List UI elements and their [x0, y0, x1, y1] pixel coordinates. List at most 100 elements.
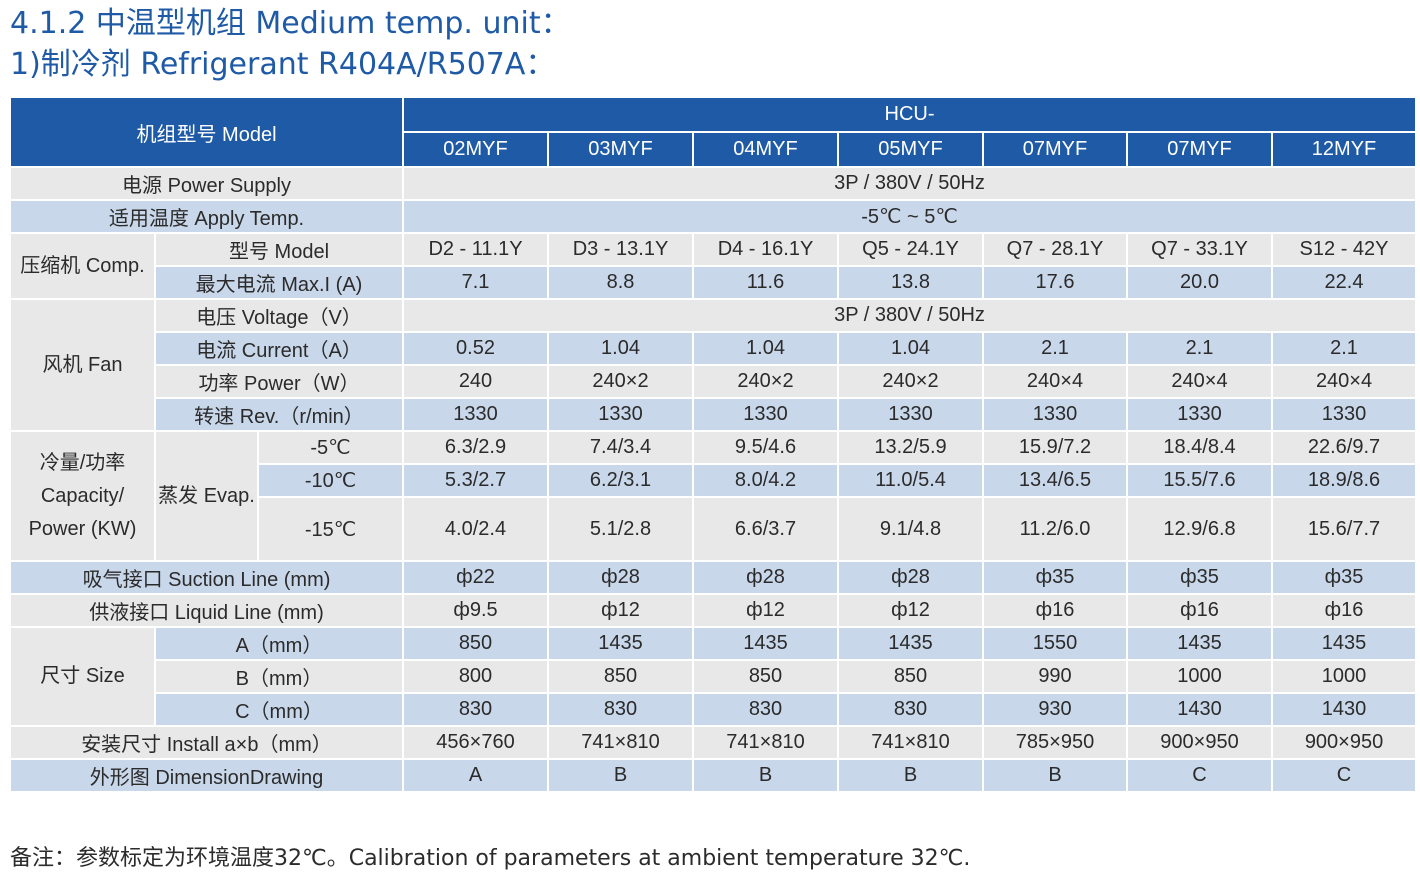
table-cell: 9.1/4.8 — [837, 496, 984, 562]
table-row: -10℃ 5.3/2.7 6.2/3.1 8.0/4.2 11.0/5.4 13… — [10, 463, 1418, 498]
table-cell: ф28 — [837, 560, 984, 595]
drawing-label: 外形图 DimensionDrawing — [9, 758, 404, 793]
table-cell: ф35 — [1126, 560, 1273, 595]
table-cell: 240×2 — [547, 364, 694, 399]
table-row: 供液接口 Liquid Line (mm) ф9.5 ф12 ф12 ф12 ф… — [9, 593, 1418, 628]
size-b-label: B（mm） — [154, 659, 404, 694]
table-row: 吸气接口 Suction Line (mm) ф22 ф28 ф28 ф28 ф… — [9, 560, 1418, 595]
table-row: 冷量/功率 Capacity/ Power (KW) 蒸发 Evap. -5℃ … — [9, 430, 1418, 562]
comp-label: 压缩机 Comp. — [9, 232, 156, 300]
size-a-label: A（mm） — [154, 626, 404, 661]
table-cell: 1435 — [547, 626, 694, 661]
section-title: 4.1.2 中温型机组 Medium temp. unit： — [10, 6, 571, 41]
table-cell: 240×4 — [982, 364, 1128, 399]
table-cell: 6.3/2.9 — [402, 430, 549, 465]
fan-voltage-value: 3P / 380V / 50Hz — [401, 298, 1418, 333]
table-cell: 1.04 — [692, 331, 839, 366]
table-cell: 850 — [837, 659, 984, 694]
table-cell: 12.9/6.8 — [1126, 496, 1273, 562]
table-cell: ф12 — [692, 593, 839, 628]
table-cell: 240 — [402, 364, 549, 399]
table-cell: 17.6 — [982, 265, 1128, 300]
table-cell: 1430 — [1270, 692, 1418, 727]
table-cell: C — [1126, 758, 1273, 793]
table-cell: 2.1 — [1270, 331, 1418, 366]
table-cell: 7.4/3.4 — [547, 430, 694, 465]
table-row: 电源 Power Supply 3P / 380V / 50Hz — [9, 166, 1418, 201]
power-supply-label: 电源 Power Supply — [9, 166, 404, 201]
table-cell: 22.4 — [1270, 265, 1418, 300]
table-cell: Q7 - 28.1Y — [982, 232, 1128, 267]
table-cell: 830 — [837, 692, 984, 727]
table-cell: ф16 — [1126, 593, 1273, 628]
table-cell: 741×810 — [692, 725, 839, 760]
table-cell: 240×2 — [837, 364, 984, 399]
table-cell: A — [402, 758, 549, 793]
table-cell: 6.2/3.1 — [547, 463, 694, 498]
table-cell: 15.5/7.6 — [1126, 463, 1273, 498]
table-cell: D4 - 16.1Y — [692, 232, 839, 267]
table-cell: 785×950 — [982, 725, 1128, 760]
model-name: 02MYF — [402, 131, 549, 168]
table-cell: 1435 — [837, 626, 984, 661]
table-cell: 900×950 — [1126, 725, 1273, 760]
table-cell: 1430 — [1126, 692, 1273, 727]
comp-model-label: 型号 Model — [154, 232, 404, 267]
table-cell: 1330 — [837, 397, 984, 432]
table-cell: B — [837, 758, 984, 793]
table-cell: ф35 — [1270, 560, 1418, 595]
table-cell: 11.6 — [692, 265, 839, 300]
table-row: 安装尺寸 Install a×b（mm） 456×760 741×810 741… — [9, 725, 1418, 760]
table-cell: 240×2 — [692, 364, 839, 399]
size-label: 尺寸 Size — [9, 626, 156, 727]
table-cell: 990 — [982, 659, 1128, 694]
table-cell: D2 - 11.1Y — [402, 232, 549, 267]
table-cell: C — [1270, 758, 1418, 793]
table-cell: 1330 — [692, 397, 839, 432]
table-cell: 7.1 — [402, 265, 549, 300]
header-row-prefix: 机组型号 Model HCU- — [9, 96, 1418, 168]
table-cell: 8.8 — [547, 265, 694, 300]
model-name: 07MYF — [1126, 131, 1273, 168]
evap-label: 蒸发 Evap. — [154, 430, 259, 562]
table-cell: 1330 — [402, 397, 549, 432]
footnote: 备注：参数标定为环境温度32℃。Calibration of parameter… — [10, 846, 971, 871]
table-cell: 900×950 — [1270, 725, 1418, 760]
table-cell: 0.52 — [402, 331, 549, 366]
table-cell: 20.0 — [1126, 265, 1273, 300]
table-cell: B — [547, 758, 694, 793]
table-cell: 8.0/4.2 — [692, 463, 839, 498]
table-cell: 1435 — [1126, 626, 1273, 661]
table-cell: 850 — [692, 659, 839, 694]
size-c-label: C（mm） — [154, 692, 404, 727]
fan-rev-label: 转速 Rev.（r/min） — [154, 397, 404, 432]
table-cell: 5.3/2.7 — [402, 463, 549, 498]
table-cell: 830 — [402, 692, 549, 727]
table-cell: 930 — [982, 692, 1128, 727]
table-cell: 18.9/8.6 — [1270, 463, 1418, 498]
table-cell: 11.0/5.4 — [837, 463, 984, 498]
table-row: 风机 Fan 电压 Voltage（V） 3P / 380V / 50Hz — [9, 298, 1418, 432]
table-cell: ф9.5 — [402, 593, 549, 628]
power-supply-value: 3P / 380V / 50Hz — [401, 166, 1418, 201]
table-row: 功率 Power（W） 240 240×2 240×2 240×2 240×4 … — [10, 364, 1418, 399]
fan-label: 风机 Fan — [9, 298, 156, 432]
table-cell: ф28 — [547, 560, 694, 595]
table-cell: 13.2/5.9 — [837, 430, 984, 465]
fan-current-label: 电流 Current（A） — [154, 331, 404, 366]
table-cell: 6.6/3.7 — [692, 496, 839, 562]
model-name: 05MYF — [837, 131, 984, 168]
table-cell: 1.04 — [547, 331, 694, 366]
model-name: 03MYF — [547, 131, 694, 168]
table-cell: ф28 — [692, 560, 839, 595]
table-row: 外形图 DimensionDrawing A B B B B C C — [9, 758, 1418, 793]
evap-temp: -10℃ — [257, 463, 404, 498]
table-cell: 1000 — [1270, 659, 1418, 694]
fan-power-label: 功率 Power（W） — [154, 364, 404, 399]
table-cell: 1330 — [982, 397, 1128, 432]
table-cell: 13.4/6.5 — [982, 463, 1128, 498]
table-cell: 1330 — [547, 397, 694, 432]
table-cell: 1330 — [1126, 397, 1273, 432]
size-label-text: 尺寸 Size — [40, 665, 125, 687]
model-label: 机组型号 Model — [9, 96, 404, 168]
